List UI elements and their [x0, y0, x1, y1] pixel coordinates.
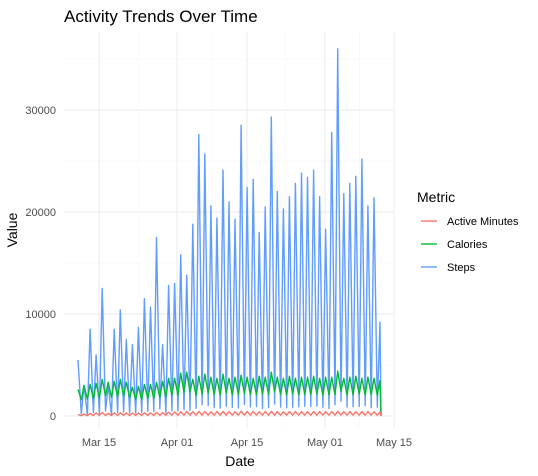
- x-tick-label: May 01: [307, 437, 343, 449]
- x-axis-ticks: Mar 15 Apr 01 Apr 15 May 01 May 15: [82, 437, 412, 449]
- series-line-active-minutes: [77, 410, 382, 417]
- x-tick-label: May 15: [376, 437, 412, 449]
- legend-label: Calories: [447, 239, 488, 251]
- series-line-calories: [77, 370, 382, 417]
- series-line-steps: [77, 48, 382, 417]
- y-tick-label: 10000: [25, 309, 56, 321]
- legend: Metric Active Minutes Calories Steps: [417, 189, 519, 274]
- legend-label: Active Minutes: [447, 216, 519, 228]
- x-tick-label: Apr 15: [231, 437, 263, 449]
- legend-label: Steps: [447, 262, 476, 274]
- y-tick-label: 20000: [25, 207, 56, 219]
- y-tick-label: 0: [50, 411, 56, 423]
- y-axis-ticks: 0 10000 20000 30000: [25, 105, 56, 423]
- y-axis-label: Value: [4, 212, 20, 247]
- x-tick-label: Apr 01: [161, 437, 193, 449]
- x-tick-label: Mar 15: [82, 437, 116, 449]
- legend-title: Metric: [417, 189, 455, 205]
- y-tick-label: 30000: [25, 105, 56, 117]
- x-axis-label: Date: [225, 453, 255, 469]
- series-layer: [77, 48, 382, 417]
- chart-title: Activity Trends Over Time: [64, 7, 258, 26]
